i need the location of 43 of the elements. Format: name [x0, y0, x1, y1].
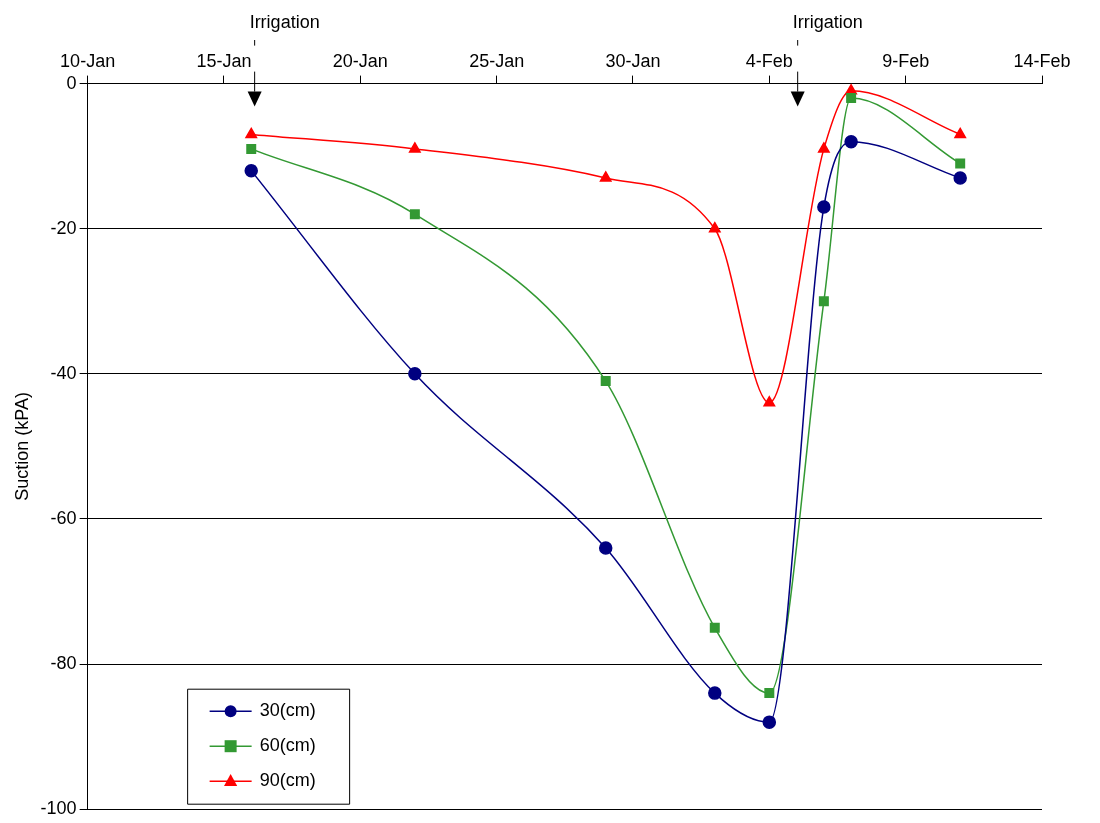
y-tick-label: -40	[50, 362, 77, 383]
y-tick-label: -60	[50, 507, 77, 528]
x-tick-label: 15-Jan	[196, 50, 252, 71]
point	[246, 143, 257, 154]
point	[763, 396, 776, 407]
point	[708, 686, 722, 700]
y-tick-label: 0	[66, 72, 77, 93]
x-tick-label: 14-Feb	[1013, 50, 1071, 71]
y-axis-title: Suction (kPA)	[11, 392, 32, 501]
point	[709, 622, 720, 633]
point	[818, 296, 829, 307]
legend-label: 30(cm)	[259, 700, 316, 721]
point	[762, 715, 777, 729]
y-tick-label: -80	[50, 653, 77, 674]
y-tick-label: -100	[40, 798, 77, 819]
point	[817, 200, 831, 214]
x-tick-label: 30-Jan	[605, 50, 661, 71]
x-tick-label: 25-Jan	[469, 50, 525, 71]
point	[954, 127, 967, 139]
x-tick-label: 9-Feb	[882, 50, 930, 71]
text: Irrigation	[249, 11, 320, 32]
point	[244, 163, 258, 178]
x-tick-label: 4-Feb	[745, 50, 793, 71]
point	[844, 134, 858, 149]
x-tick-label: 10-Jan	[60, 50, 116, 71]
legend-label: 60(cm)	[259, 735, 316, 756]
point	[245, 127, 258, 139]
legend-label: 90(cm)	[259, 770, 316, 791]
point	[599, 171, 612, 182]
point	[846, 93, 857, 104]
y-tick-label: -20	[50, 217, 77, 238]
point	[600, 376, 611, 387]
point	[408, 142, 421, 153]
x-tick-label: 20-Jan	[332, 50, 388, 71]
point	[409, 209, 420, 220]
point	[598, 541, 613, 555]
text: Irrigation	[792, 11, 863, 32]
point	[817, 142, 830, 153]
point	[408, 367, 422, 381]
point	[953, 171, 967, 185]
point	[708, 221, 721, 233]
point	[764, 688, 775, 699]
point	[955, 158, 966, 169]
